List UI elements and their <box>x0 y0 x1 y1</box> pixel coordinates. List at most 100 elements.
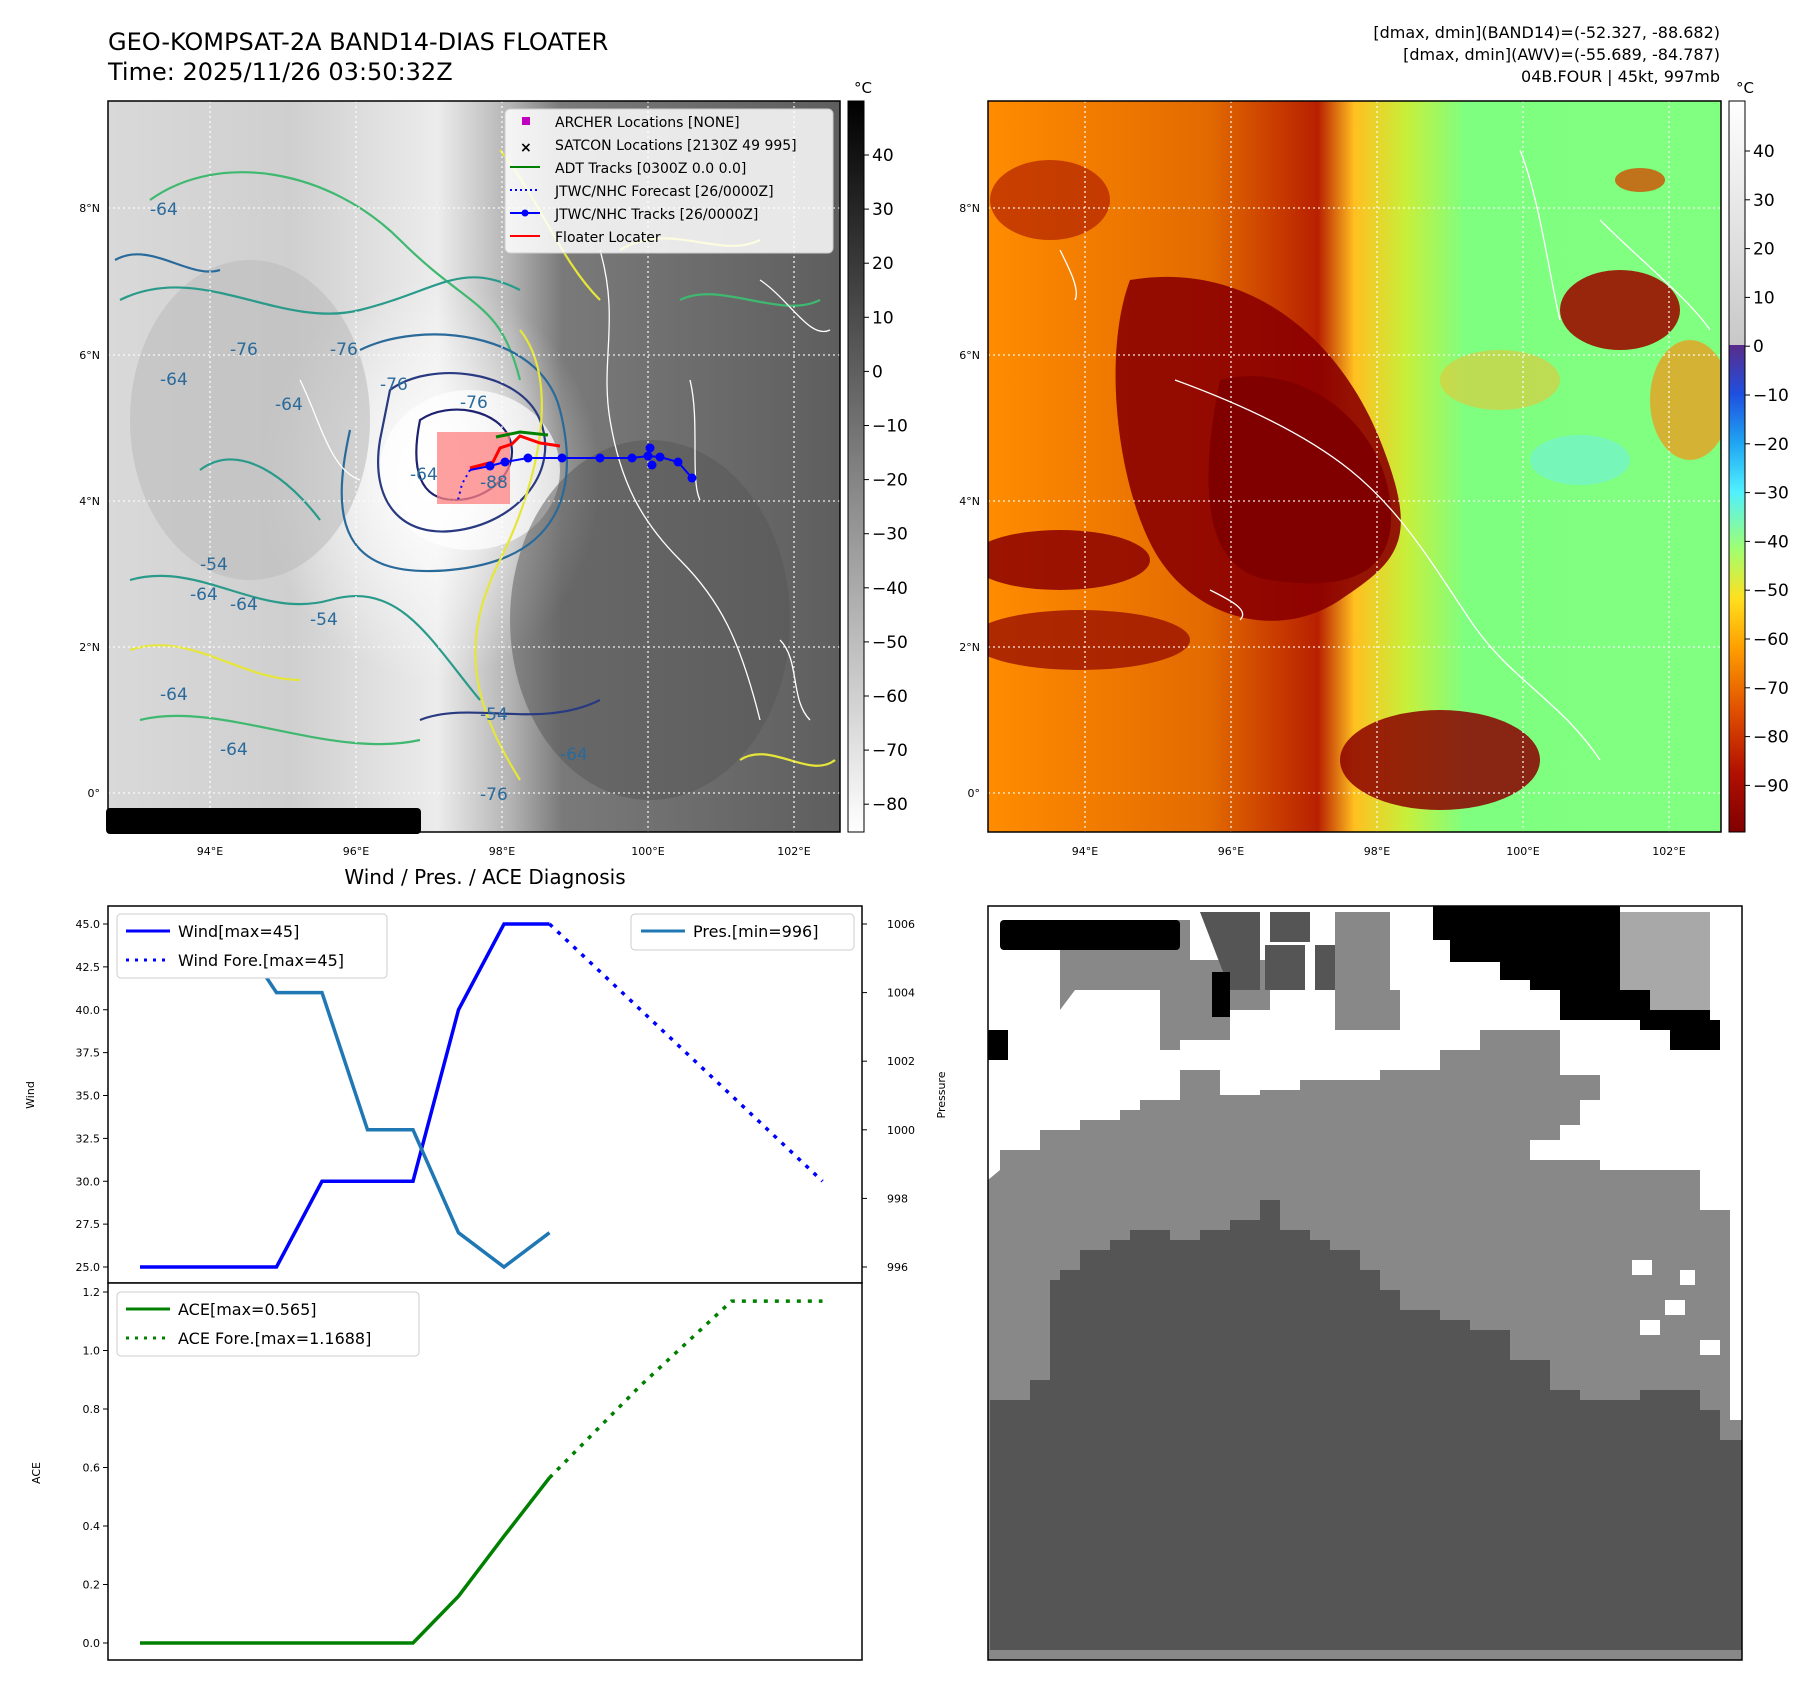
info-storm: 04B.FOUR | 45kt, 997mb <box>1521 67 1720 86</box>
ir-colorbar-tick: 10 <box>872 308 894 328</box>
awv-colorbar-tick: −30 <box>1753 484 1789 504</box>
ir-legend-label: ADT Tracks [0300Z 0.0 0.0] <box>555 161 746 177</box>
ace-series <box>140 1299 823 1645</box>
awv-colorbar-tick: −40 <box>1753 532 1789 552</box>
ace-tick: 1.2 <box>83 1286 101 1299</box>
ir-colorbar-tick: −10 <box>872 417 908 437</box>
awv-colorbar-top <box>1729 101 1745 345</box>
ace-axis: 1.2 1.0 0.8 0.6 0.4 0.2 0.0 <box>83 1286 108 1650</box>
contour-label: -54 <box>310 610 338 630</box>
ir-legend-label: Floater Locater <box>555 230 661 246</box>
lat-label: 6°N <box>959 349 980 362</box>
contour-label: -54 <box>480 705 508 725</box>
wind-tick: 30.0 <box>76 1175 101 1188</box>
ir-legend-label: JTWC/NHC Tracks [26/0000Z] <box>554 207 758 223</box>
ir-colorbar-tick: 0 <box>872 362 883 382</box>
awv-colorbar-tick: −90 <box>1753 776 1789 796</box>
awv-colorbar-tick: 10 <box>1753 288 1775 308</box>
contour-label: -76 <box>380 375 408 395</box>
contour-label: -64 <box>220 740 248 760</box>
awv-colorbar-tick: −80 <box>1753 728 1789 748</box>
ir-colorbar-tick: −20 <box>872 471 908 491</box>
ir-lat-labels: 8°N 6°N 4°N 2°N 0° <box>79 202 100 800</box>
wind-legend-label: Wind[max=45] <box>178 922 299 941</box>
contour-label: -64 <box>275 395 303 415</box>
lon-label: 100°E <box>631 845 664 858</box>
awv-colorbar-tick: 0 <box>1753 337 1764 357</box>
ir-legend-label: JTWC/NHC Forecast [26/0000Z] <box>554 184 774 200</box>
lon-label: 102°E <box>777 845 810 858</box>
ace-tick: 0.2 <box>83 1579 101 1592</box>
pressure-legend-label: Pres.[min=996] <box>693 922 818 941</box>
contour-label: -88 <box>480 473 508 493</box>
lat-label: 0° <box>88 787 101 800</box>
copyright-label: Copyright © 2020-2025 Dapiya <box>112 812 391 831</box>
ace-tick: 0.4 <box>83 1520 101 1533</box>
ir-map: -64-76-64-64-76-76-76-88-64-54-64 -64-54-… <box>79 79 908 858</box>
wind-tick: 37.5 <box>76 1047 101 1060</box>
contour-label: -76 <box>330 340 358 360</box>
diagnosis-title: Wind / Pres. / ACE Diagnosis <box>344 865 625 889</box>
ace-tick: 1.0 <box>83 1345 101 1358</box>
ace-tick: 0.6 <box>83 1462 101 1475</box>
ir-colorbar-tick: 40 <box>872 146 894 166</box>
wind-legend: Wind[max=45] Wind Fore.[max=45] <box>116 913 388 979</box>
awv-map: 8°N 6°N 4°N 2°N 0° 94°E 96°E 98°E 100°E 102°E °C… <box>959 79 1789 858</box>
wind-tick: 45.0 <box>76 918 101 931</box>
pressure-axis: 1006 1004 1002 1000 998 996 <box>862 918 915 1274</box>
satcon-marker-icon: × <box>520 140 532 156</box>
lat-label: 6°N <box>79 349 100 362</box>
contour-label: -54 <box>200 555 228 575</box>
ace-fore-legend-label: ACE Fore.[max=1.1688] <box>178 1329 371 1348</box>
pressure-axis-label: Pressure <box>935 1071 948 1118</box>
ir-colorbar-unit: °C <box>854 79 872 97</box>
awv-colorbar-tick: −10 <box>1753 386 1789 406</box>
lon-label: 94°E <box>197 845 223 858</box>
lon-label: 102°E <box>1652 845 1685 858</box>
awv-colorbar-bottom <box>1729 345 1745 832</box>
ace-axis-label: ACE <box>30 1462 43 1484</box>
contour-label: -64 <box>410 465 438 485</box>
contour-labels: -64-76-64-64-76-76-76-88-64-54-64 -64-54-… <box>150 200 588 805</box>
ace-legend-label: ACE[max=0.565] <box>178 1300 317 1319</box>
ace-tick: 0.8 <box>83 1403 101 1416</box>
ir-colorbar-tick: 30 <box>872 200 894 220</box>
ace-series-line <box>140 1476 551 1645</box>
awv-colorbar-tick: 40 <box>1753 142 1775 162</box>
figure-title: GEO-KOMPSAT-2A BAND14-DIAS FLOATER <box>108 28 608 56</box>
wind-pressure-chart: 45.0 42.5 40.0 37.5 35.0 32.5 30.0 27.5 25.0 100… <box>24 905 948 1284</box>
pressure-legend: Pres.[min=996] <box>630 913 855 951</box>
lat-label: 8°N <box>79 202 100 215</box>
ace-legend: ACE[max=0.565] ACE Fore.[max=1.1688] <box>116 1291 420 1357</box>
contour-label: -64 <box>190 585 218 605</box>
floater-track <box>469 434 561 470</box>
awv-lon-labels: 94°E 96°E 98°E 100°E 102°E <box>1072 845 1686 858</box>
ir-colorbar-tick: −80 <box>872 795 908 815</box>
ir-colorbar <box>847 100 865 833</box>
awv-colorbar-tick: 30 <box>1753 191 1775 211</box>
ir-legend-label: SATCON Locations [2130Z 49 995] <box>555 138 797 154</box>
ir-colorbar-tick: −30 <box>872 525 908 545</box>
awv-colorbar-tick: −60 <box>1753 630 1789 650</box>
lon-label: 98°E <box>1364 845 1390 858</box>
awv-colorbar-tick: −50 <box>1753 581 1789 601</box>
ir-legend: × ARCHER Locations [NONE] SATCON Location… <box>504 108 834 254</box>
ir-colorbar-tick: −70 <box>872 741 908 761</box>
archer-marker-icon <box>522 117 530 125</box>
lat-label: 0° <box>968 787 981 800</box>
ir-colorbar-tick: −40 <box>872 579 908 599</box>
info-awv: [dmax, dmin](AWV)=(-55.689, -84.787) <box>1403 45 1720 64</box>
ace-tick: 0.0 <box>83 1637 101 1650</box>
lon-label: 96°E <box>1218 845 1244 858</box>
lat-label: 4°N <box>79 495 100 508</box>
pressure-tick: 998 <box>887 1192 908 1205</box>
wind-tick: 35.0 <box>76 1090 101 1103</box>
lat-label: 2°N <box>959 641 980 654</box>
ir-legend-label: ARCHER Locations [NONE] <box>555 115 740 131</box>
contour-label: -76 <box>480 785 508 805</box>
contour-label: -64 <box>230 595 258 615</box>
ir-colorbar-tick: −60 <box>872 687 908 707</box>
contour-label: -64 <box>150 200 178 220</box>
wmg-panel: WMG Count: 0 <box>987 905 1743 1661</box>
